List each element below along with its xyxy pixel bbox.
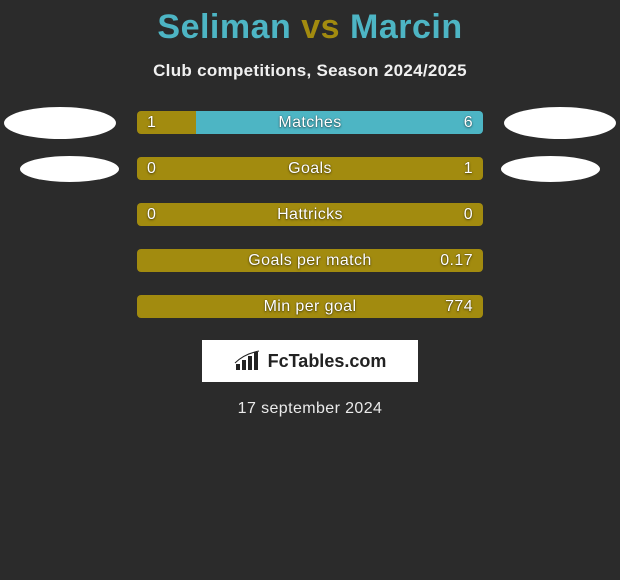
stat-bar: 1 Matches 6 [137,111,483,134]
stat-right-value: 774 [445,298,473,316]
stat-bar: 0 Goals 1 [137,157,483,180]
stats-area: 1 Matches 6 0 Goals 1 0 Hattricks 0 Goals per mat… [0,111,620,318]
bar-text-overlay: Goals per match 0.17 [137,249,483,272]
stat-right-value: 0.17 [440,252,473,270]
stat-label: Goals [288,160,332,178]
stat-left-value: 0 [147,206,156,224]
date-label: 17 september 2024 [238,400,383,418]
comparison-title: Seliman vs Marcin [157,8,462,47]
bar-chart-icon [234,350,262,372]
stat-row: 1 Matches 6 [0,111,620,134]
stat-bar: Goals per match 0.17 [137,249,483,272]
stat-right-value: 6 [464,114,473,132]
vs-text: vs [301,8,340,46]
bar-text-overlay: 0 Hattricks 0 [137,203,483,226]
site-badge[interactable]: FcTables.com [202,340,418,382]
avatar [20,156,119,182]
bar-text-overlay: 1 Matches 6 [137,111,483,134]
stat-right-value: 1 [464,160,473,178]
stat-label: Hattricks [277,206,343,224]
avatar [4,107,116,139]
player2-name: Marcin [350,8,463,46]
player1-name: Seliman [157,8,291,46]
bar-text-overlay: Min per goal 774 [137,295,483,318]
stat-label: Matches [278,114,341,132]
stat-bar: 0 Hattricks 0 [137,203,483,226]
badge-text: FcTables.com [268,351,387,372]
subtitle: Club competitions, Season 2024/2025 [153,61,467,81]
stat-row: 0 Hattricks 0 [0,203,620,226]
avatar [501,156,600,182]
stat-row: Min per goal 774 [0,295,620,318]
avatar [504,107,616,139]
stat-label: Goals per match [248,252,371,270]
stat-right-value: 0 [464,206,473,224]
stat-left-value: 1 [147,114,156,132]
bar-text-overlay: 0 Goals 1 [137,157,483,180]
stat-row: Goals per match 0.17 [0,249,620,272]
stat-row: 0 Goals 1 [0,157,620,180]
stat-label: Min per goal [264,298,357,316]
stat-left-value: 0 [147,160,156,178]
stat-bar: Min per goal 774 [137,295,483,318]
